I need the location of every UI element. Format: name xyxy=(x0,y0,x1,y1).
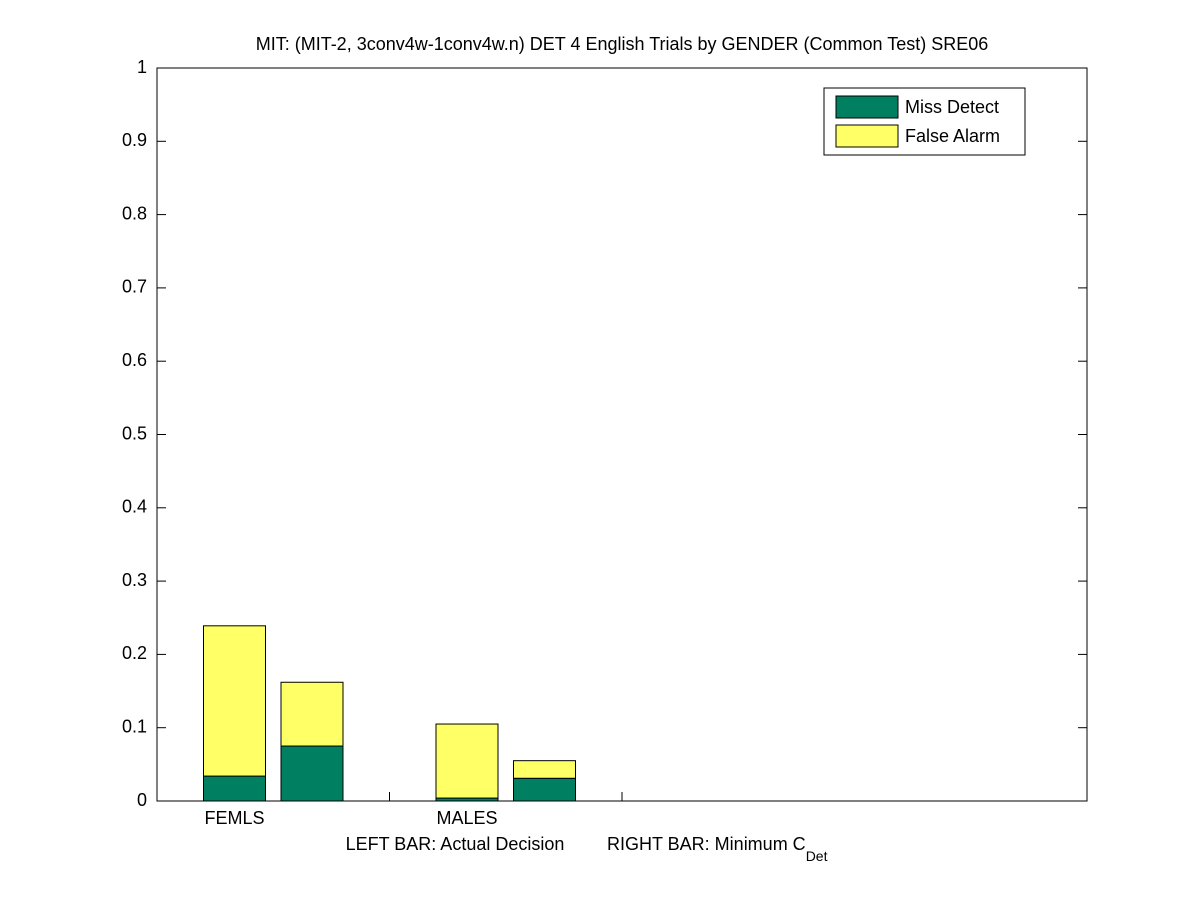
legend-swatch xyxy=(835,95,899,119)
plot-frame xyxy=(156,67,1088,802)
bar-segment xyxy=(513,760,576,779)
y-tick-label: 0.6 xyxy=(122,350,147,370)
x-axis-label-main: RIGHT BAR: Minimum C xyxy=(607,834,806,854)
x-axis-label-sub: Det xyxy=(806,848,828,864)
y-tick-label: 0.8 xyxy=(122,203,147,223)
bar-segment xyxy=(435,723,499,799)
x-tick-label: MALES xyxy=(436,808,497,828)
x-tick-label: FEMLS xyxy=(204,808,264,828)
y-tick-label: 0.2 xyxy=(122,643,147,663)
bar-segment xyxy=(280,745,344,802)
chart-title: MIT: (MIT-2, 3conv4w-1conv4w.n) DET 4 En… xyxy=(256,34,989,54)
y-tick-label: 1 xyxy=(137,57,147,77)
bar-segment xyxy=(513,777,576,802)
y-tick-label: 0.9 xyxy=(122,130,147,150)
legend-label: Miss Detect xyxy=(905,97,999,117)
y-tick-label: 0.1 xyxy=(122,716,147,736)
x-axis-label: LEFT BAR: Actual Decision xyxy=(346,834,565,854)
bar-segment xyxy=(280,681,344,747)
y-tick-label: 0 xyxy=(137,790,147,810)
bar-segment xyxy=(203,625,266,777)
y-tick-label: 0.7 xyxy=(122,277,147,297)
y-tick-label: 0.4 xyxy=(122,497,147,517)
y-tick-label: 0.3 xyxy=(122,570,147,590)
bar-segment xyxy=(203,775,266,802)
y-tick-label: 0.5 xyxy=(122,423,147,443)
x-axis-label: RIGHT BAR: Minimum CDet xyxy=(607,834,828,864)
legend: Miss Detect False Alarm xyxy=(823,87,1026,156)
legend-swatch xyxy=(835,124,899,148)
legend-label: False Alarm xyxy=(905,126,1000,146)
